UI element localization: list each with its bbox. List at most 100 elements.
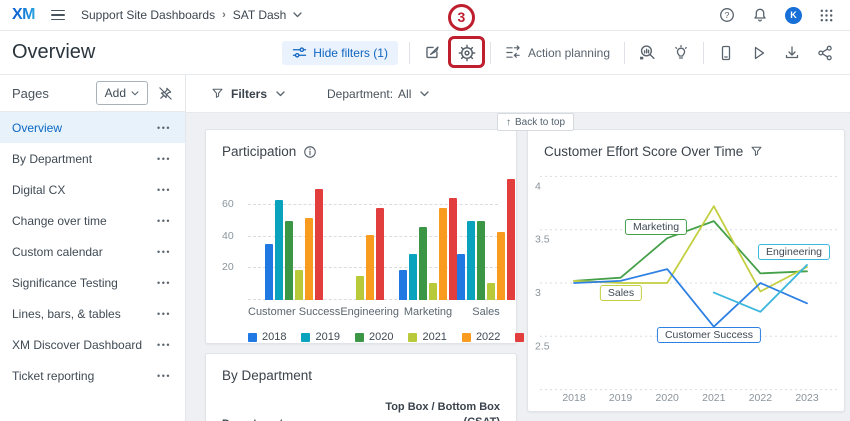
legend-swatch (462, 333, 471, 342)
play-icon (751, 45, 767, 61)
bar-2018[interactable] (265, 244, 273, 300)
legend-item-2018[interactable]: 2018 (248, 331, 286, 343)
bar-group: Sales (457, 173, 515, 318)
bar-2022[interactable] (305, 218, 313, 301)
bar-2022[interactable] (366, 235, 374, 300)
info-icon[interactable] (303, 145, 317, 159)
sidebar-item-label: Ticket reporting (12, 369, 94, 383)
breadcrumb-section[interactable]: Support Site Dashboards (81, 8, 215, 22)
dashboard-switcher-chevron-icon[interactable] (293, 12, 302, 18)
suggestions-button[interactable] (670, 42, 692, 64)
toolbar-divider (703, 42, 704, 64)
dashboard-main: Filters Department: All ↑ Back to top (186, 75, 850, 421)
x-axis-category-label: Customer Success (248, 306, 340, 318)
bar-2021[interactable] (295, 270, 303, 300)
back-to-top-button[interactable]: ↑ Back to top (497, 113, 574, 131)
legend-item-2022[interactable]: 2022 (462, 331, 500, 343)
bar-group: Engineering (340, 173, 399, 318)
bar-2021[interactable] (429, 283, 437, 301)
export-download-button[interactable] (781, 42, 803, 64)
bar-2020[interactable] (419, 227, 427, 300)
hamburger-menu-icon[interactable] (49, 8, 67, 23)
page-options-ellipsis-icon[interactable]: ••• (155, 276, 173, 290)
dashboard-settings-button[interactable] (455, 41, 479, 65)
page-options-ellipsis-icon[interactable]: ••• (155, 338, 173, 352)
legend-swatch (301, 333, 310, 342)
sidebar-item-change-over-time[interactable]: Change over time ••• (0, 205, 185, 236)
by-department-widget: By Department Department↑ Top Box / Bott… (205, 353, 517, 421)
legend-label: 2022 (476, 331, 500, 343)
mobile-preview-button[interactable] (715, 42, 737, 64)
top-bar: XM Support Site Dashboards › SAT Dash ? … (0, 0, 850, 31)
legend-swatch (248, 333, 257, 342)
department-filter[interactable]: Department: All (327, 87, 429, 101)
notifications-bell-icon[interactable] (752, 7, 768, 23)
legend-item-2021[interactable]: 2021 (408, 331, 446, 343)
sidebar-item-overview[interactable]: Overview••• (0, 112, 185, 143)
pages-sidebar: Pages Add Overview•••By Department•••Dig… (0, 75, 186, 421)
sidebar-item-significance-testing[interactable]: Significance Testing••• (0, 267, 185, 298)
bar-2021[interactable] (356, 276, 364, 300)
add-page-button[interactable]: Add (96, 81, 148, 105)
edit-dashboard-button[interactable] (421, 41, 444, 64)
x-axis-category-label: Engineering (340, 306, 399, 318)
bar-2020[interactable] (477, 221, 485, 300)
sidebar-item-lines-bars-tables[interactable]: Lines, bars, & tables••• (0, 298, 185, 329)
bar-2019[interactable] (409, 254, 417, 300)
unpin-sidebar-icon[interactable] (158, 86, 173, 101)
legend-item-2020[interactable]: 2020 (355, 331, 393, 343)
page-options-ellipsis-icon[interactable]: ••• (155, 214, 173, 228)
hide-filters-button[interactable]: Hide filters (1) (282, 41, 398, 65)
apps-grid-icon[interactable] (819, 8, 834, 23)
sidebar-item-label: Change over time (12, 214, 107, 228)
topbox-column-header[interactable]: Top Box / Bottom Box (CSAT) (368, 400, 500, 421)
help-icon[interactable]: ? (719, 7, 735, 23)
sidebar-item-by-department[interactable]: By Department••• (0, 143, 185, 174)
svg-text:2023: 2023 (795, 392, 819, 404)
user-avatar[interactable]: K (785, 7, 802, 24)
series-label-customer-success[interactable]: Customer Success (657, 327, 761, 343)
page-options-ellipsis-icon[interactable]: ••• (155, 121, 173, 135)
svg-text:2020: 2020 (656, 392, 680, 404)
series-label-engineering[interactable]: Engineering (758, 244, 830, 260)
page-options-ellipsis-icon[interactable]: ••• (155, 183, 173, 197)
zoom-insights-button[interactable] (636, 41, 659, 64)
series-label-marketing[interactable]: Marketing (625, 219, 687, 235)
bar-2022[interactable] (497, 232, 505, 300)
sidebar-item-ticket-reporting[interactable]: Ticket reporting ••• (0, 360, 185, 391)
sidebar-item-xm-discover-dashboard[interactable]: XM Discover Dashboard••• (0, 329, 185, 360)
page-options-ellipsis-icon[interactable]: ••• (155, 307, 173, 321)
legend-swatch (355, 333, 364, 342)
action-planning-button[interactable]: Action planning (502, 42, 613, 63)
series-label-sales[interactable]: Sales (600, 285, 642, 301)
bar-2023[interactable] (315, 189, 323, 300)
present-button[interactable] (748, 42, 770, 64)
pages-nav: Overview•••By Department•••Digital CX•••… (0, 112, 185, 391)
bar-2023[interactable] (507, 179, 515, 300)
xm-logo[interactable]: XM (12, 6, 35, 24)
bar-2019[interactable] (275, 200, 283, 300)
breadcrumb-current[interactable]: SAT Dash (233, 8, 287, 22)
share-button[interactable] (814, 42, 836, 64)
participation-legend: 201820192020202120222023 (248, 331, 502, 343)
breadcrumb-separator-icon: › (222, 9, 226, 21)
sidebar-item-custom-calendar[interactable]: Custom calendar••• (0, 236, 185, 267)
bar-2018[interactable] (457, 254, 465, 300)
page-options-ellipsis-icon[interactable]: ••• (155, 369, 173, 383)
bar-2019[interactable] (467, 221, 475, 300)
widget-funnel-icon[interactable] (750, 145, 763, 158)
bar-2023[interactable] (449, 198, 457, 300)
ces-line-chart: 2.533.54201820192020202120222023 (528, 130, 845, 411)
bar-2022[interactable] (439, 208, 447, 300)
page-options-ellipsis-icon[interactable]: ••• (155, 245, 173, 259)
dashboard-content: ↑ Back to top Participation 204060 (186, 112, 850, 421)
bar-2018[interactable] (399, 270, 407, 300)
sidebar-item-digital-cx[interactable]: Digital CX••• (0, 174, 185, 205)
legend-item-2019[interactable]: 2019 (301, 331, 339, 343)
bar-2020[interactable] (285, 221, 293, 300)
bar-2023[interactable] (376, 208, 384, 300)
filters-chevron-icon[interactable] (276, 91, 285, 97)
toolbar-divider (624, 42, 625, 64)
page-options-ellipsis-icon[interactable]: ••• (155, 152, 173, 166)
bar-2021[interactable] (487, 283, 495, 301)
